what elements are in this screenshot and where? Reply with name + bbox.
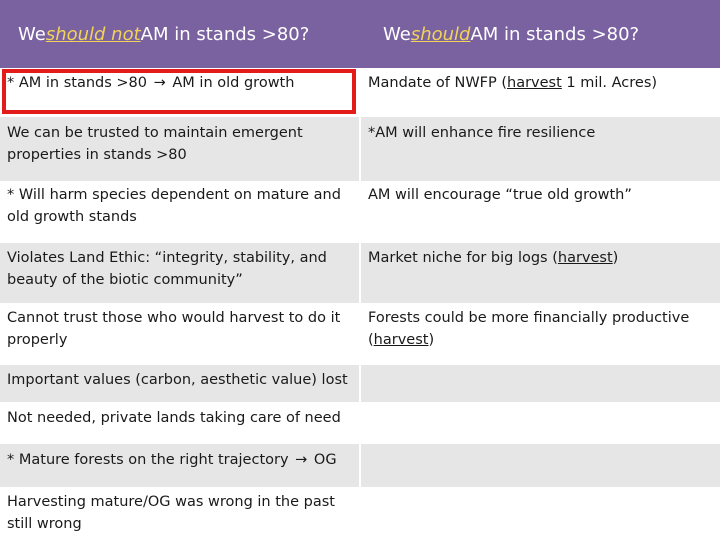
cell-left: Harvesting mature/OG was wrong in the pa…: [7, 494, 335, 532]
cell-text: Mandate of NWFP (: [368, 75, 508, 91]
cell-text: ): [428, 332, 435, 348]
cell-text: 1 mil. Acres): [561, 75, 658, 91]
cell-right: [361, 444, 720, 487]
header-right-post: AM in stands >80?: [470, 23, 640, 45]
cell-left: * AM in stands >80 → AM in old growth: [0, 68, 359, 117]
header-right-pre: We: [383, 23, 411, 45]
cell-text: Market niche for big logs (: [368, 250, 558, 266]
column-divider: [359, 68, 361, 540]
cell-right: [361, 402, 720, 444]
cell-text: ): [612, 250, 619, 266]
cell-left: Cannot trust those who would harvest to …: [7, 310, 341, 348]
cell-text: Forests could be more financially produc…: [368, 310, 690, 348]
cell-right: Forests could be more financially produc…: [361, 303, 720, 365]
cell-right: Market niche for big logs (harvest): [361, 243, 720, 303]
header-right-emphasis: should: [410, 23, 471, 45]
header-left: We should not AM in stands >80?: [18, 0, 358, 68]
cell-right: [361, 365, 720, 402]
cell-text: * Mature forests on the right trajectory: [7, 452, 294, 468]
cell-text: OG: [309, 452, 337, 468]
header-right: We should AM in stands >80?: [383, 0, 713, 68]
cell-right: Mandate of NWFP (harvest 1 mil. Acres): [361, 68, 720, 117]
cell-text: AM in old growth: [167, 75, 295, 91]
cell-text: * AM in stands >80: [7, 75, 152, 91]
cell-right: AM will encourage “true old growth”: [368, 187, 632, 203]
header-left-pre: We: [18, 23, 46, 45]
header-left-emphasis: should not: [45, 23, 141, 45]
cell-left: * Will harm species dependent on mature …: [7, 187, 341, 225]
cell-left: Violates Land Ethic: “integrity, stabili…: [7, 250, 327, 288]
cell-left: We can be trusted to maintain emergent p…: [7, 125, 303, 163]
cell-left: * Mature forests on the right trajectory…: [0, 444, 359, 487]
cell-underlined: harvest: [507, 75, 562, 91]
cell-left: Important values (carbon, aesthetic valu…: [7, 372, 348, 388]
arrow-icon: →: [295, 452, 308, 468]
table-header: We should not AM in stands >80? We shoul…: [0, 0, 720, 68]
arrow-icon: →: [153, 75, 166, 91]
cell-left: Not needed, private lands taking care of…: [7, 410, 341, 426]
cell-underlined: harvest: [557, 250, 613, 266]
cell-right: [361, 487, 720, 540]
cell-underlined: harvest: [373, 332, 429, 348]
header-left-post: AM in stands >80?: [140, 23, 310, 45]
cell-right: *AM will enhance fire resilience: [368, 125, 596, 141]
